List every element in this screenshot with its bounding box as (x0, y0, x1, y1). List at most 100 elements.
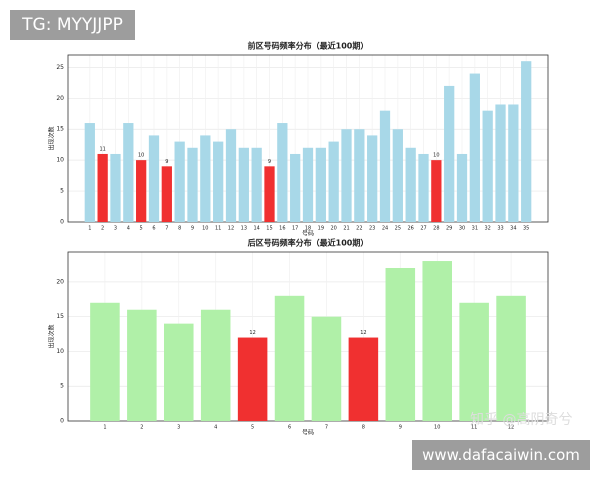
bar (328, 141, 339, 222)
x-tick-label: 4 (127, 226, 130, 232)
x-tick-label: 18 (305, 226, 311, 232)
x-tick-label: 11 (471, 425, 477, 431)
data-label: 11 (99, 146, 105, 152)
bar (385, 267, 416, 421)
x-tick-label: 12 (228, 226, 234, 232)
site-box: www.dafacaiwin.com (412, 440, 590, 470)
bar (422, 261, 452, 421)
bar (161, 166, 172, 222)
bar (174, 141, 185, 222)
x-tick-label: 30 (459, 226, 465, 232)
bar (418, 153, 429, 222)
bar (238, 147, 249, 222)
x-tick-label: 20 (330, 226, 336, 232)
bar (127, 309, 157, 421)
x-tick-label: 33 (497, 226, 503, 232)
bar (164, 323, 194, 421)
x-tick-label: 26 (407, 226, 413, 232)
data-label: 12 (360, 330, 366, 336)
bar (110, 153, 121, 222)
x-axis-label: 号码 (302, 230, 314, 238)
y-tick-label: 0 (60, 219, 64, 226)
bar (431, 160, 442, 222)
bar (311, 316, 342, 421)
data-label: 9 (165, 159, 168, 165)
x-tick-label: 11 (215, 226, 221, 232)
bar (392, 129, 403, 222)
x-tick-label: 3 (177, 425, 180, 431)
y-tick-label: 20 (56, 95, 64, 102)
x-tick-label: 6 (288, 425, 291, 431)
y-tick-label: 5 (60, 383, 64, 390)
x-tick-label: 31 (472, 226, 478, 232)
bar (225, 129, 237, 222)
x-tick-label: 3 (114, 226, 117, 232)
bar (521, 61, 532, 223)
x-tick-label: 1 (103, 425, 106, 431)
bar (469, 73, 480, 222)
x-tick-label: 5 (251, 425, 254, 431)
bar (97, 153, 108, 222)
bar (482, 110, 493, 222)
bar (367, 135, 378, 222)
x-tick-label: 6 (152, 226, 155, 232)
y-tick-label: 15 (56, 313, 64, 320)
x-tick-label: 8 (178, 226, 181, 232)
x-axis-label: 号码 (302, 429, 314, 437)
x-tick-label: 7 (165, 226, 168, 232)
bar (290, 153, 301, 222)
chart-title: 前区号码频率分布（最近100期） (248, 41, 369, 51)
x-tick-label: 34 (510, 226, 516, 232)
bar (84, 123, 95, 222)
y-tick-label: 0 (60, 418, 64, 425)
plot-frame (67, 251, 549, 422)
x-tick-label: 28 (433, 226, 439, 232)
y-axis-label: 出现次数 (48, 126, 56, 150)
bar (274, 295, 305, 421)
bar (200, 309, 231, 421)
data-label: 9 (268, 159, 271, 165)
bar (348, 337, 379, 421)
y-tick-label: 10 (56, 157, 64, 164)
bar (200, 135, 211, 222)
x-tick-label: 4 (214, 425, 217, 431)
bar (444, 85, 455, 222)
bar (341, 129, 352, 222)
bar (277, 123, 288, 222)
x-tick-label: 15 (266, 226, 272, 232)
x-tick-label: 17 (292, 226, 298, 232)
x-tick-label: 2 (101, 226, 104, 232)
x-tick-label: 16 (279, 226, 285, 232)
bar (136, 160, 147, 222)
x-tick-label: 9 (191, 226, 194, 232)
x-tick-label: 35 (523, 226, 529, 232)
x-tick-label: 12 (508, 425, 514, 431)
bar (148, 135, 160, 222)
x-tick-label: 10 (202, 226, 208, 232)
bar (495, 104, 506, 222)
y-tick-label: 25 (56, 64, 64, 71)
bar (379, 110, 391, 222)
x-tick-label: 13 (241, 226, 247, 232)
bar (459, 302, 489, 421)
x-tick-label: 2 (140, 425, 143, 431)
x-tick-label: 21 (343, 226, 349, 232)
y-tick-label: 15 (56, 126, 64, 133)
y-axis-label: 出现次数 (48, 324, 56, 348)
bar (354, 129, 365, 222)
bar (315, 147, 326, 222)
y-tick-label: 10 (56, 348, 64, 355)
bar (187, 147, 198, 222)
bar (496, 295, 526, 421)
bar (405, 147, 416, 222)
x-tick-label: 1 (88, 226, 91, 232)
x-tick-label: 8 (362, 425, 365, 431)
bar (508, 104, 519, 222)
x-tick-label: 22 (356, 226, 362, 232)
bar (123, 123, 134, 222)
x-tick-label: 10 (434, 425, 440, 431)
x-tick-label: 24 (382, 226, 388, 232)
data-label: 10 (138, 153, 144, 159)
x-tick-label: 7 (325, 425, 328, 431)
